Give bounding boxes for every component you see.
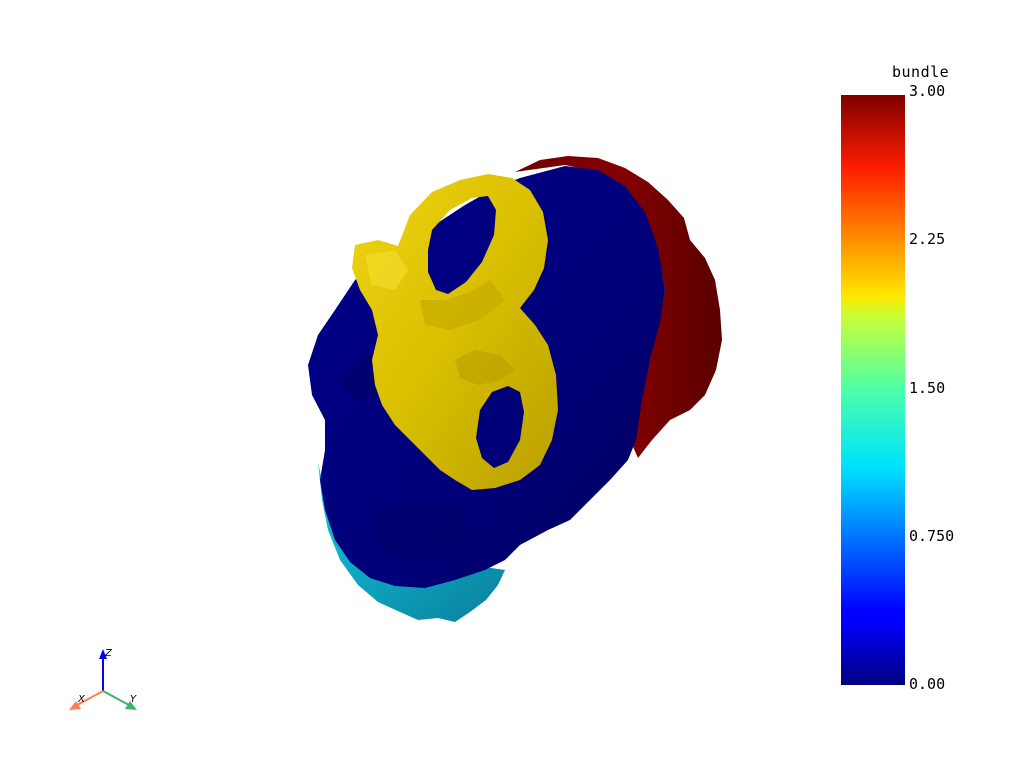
orientation-axes-widget: Z X Y (69, 648, 137, 710)
y-axis-line (102, 690, 130, 706)
x-axis-line (76, 690, 104, 706)
y-axis-arrow-icon (125, 701, 137, 710)
scalar-bar-tick-label: 1.50 (909, 379, 946, 397)
z-axis-arrow-icon (99, 649, 107, 659)
mesh-region-bundle-3 (515, 156, 722, 458)
scalar-bar-tick-label: 3.00 (909, 82, 946, 100)
mesh-shade-detail (455, 350, 515, 385)
mesh-shade-detail (365, 250, 408, 290)
scalar-bar (841, 95, 905, 685)
scalar-bar-tick-label: 0.750 (909, 527, 955, 545)
x-axis-arrow-icon (69, 701, 81, 710)
scalar-bar-tick-label: 0.00 (909, 675, 946, 693)
mesh-region-bundle-1 (318, 462, 505, 622)
y-axis-label: Y (130, 694, 137, 705)
mesh-shade-detail (420, 280, 505, 330)
scalar-bar-tick-label: 2.25 (909, 230, 946, 248)
mesh-region-bundle-2 (352, 174, 558, 490)
scalar-bar-title: bundle (892, 63, 950, 81)
z-axis-label: Z (104, 648, 113, 659)
x-axis-label: X (77, 694, 86, 705)
mesh-shade-detail (375, 500, 470, 560)
colorbar-gradient (841, 95, 905, 685)
